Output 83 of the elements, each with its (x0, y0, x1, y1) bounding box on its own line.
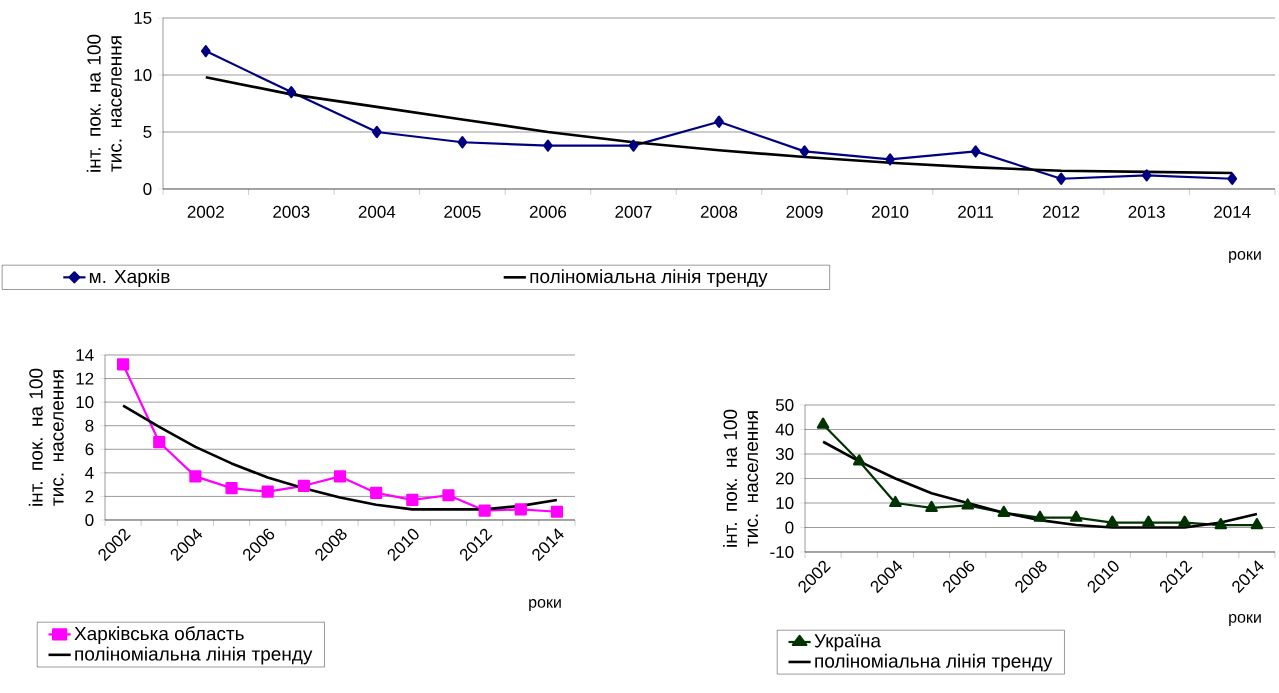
point (297, 479, 310, 492)
legend-label: поліноміальна лінія тренду (815, 653, 1053, 672)
point (286, 85, 297, 99)
point (370, 486, 383, 499)
x-tick-label: 2011 (958, 205, 994, 218)
x-tick-label: 2010 (872, 205, 909, 218)
y-tick-label: 20 (776, 472, 794, 485)
y-tick-label: 4 (85, 466, 94, 479)
y-tick-label: 50 (775, 398, 794, 412)
x-tick-label: 2009 (786, 205, 823, 218)
point (442, 489, 455, 502)
point (1227, 172, 1238, 185)
point (514, 503, 527, 516)
point (816, 417, 830, 429)
point (852, 454, 866, 466)
point (543, 139, 553, 152)
legend-label: Харківська область (74, 626, 244, 645)
point (225, 482, 238, 495)
y-tick-label: 6 (85, 443, 94, 456)
y-tick-label: -10 (770, 545, 794, 559)
y-tick-label: 5 (143, 126, 152, 138)
y-axis-title: інт. пок. на 100 тис. населення (28, 368, 64, 506)
point (189, 470, 202, 483)
x-tick-label: 2014 (1214, 205, 1251, 218)
legend-label: Україна (814, 634, 882, 652)
point (116, 358, 130, 371)
legend-label: поліноміальна лінія тренду (530, 269, 768, 287)
point (1069, 510, 1083, 522)
y-tick-label: 40 (775, 423, 794, 436)
point (261, 485, 274, 498)
y-tick-label: 0 (143, 182, 152, 196)
y-axis-title: інт. пок. на 100 тис. населення (723, 409, 759, 547)
point (1056, 172, 1066, 185)
point (628, 139, 639, 152)
y-axis-title: інт. пок. на 100 тис. населення (86, 34, 122, 172)
point (406, 493, 419, 507)
point (457, 136, 468, 149)
y-tick-label: 2 (85, 490, 94, 503)
x-tick-label: 2003 (273, 205, 310, 218)
x-tick-label: 2002 (187, 205, 224, 218)
y-tick-label: 10 (76, 396, 94, 409)
point (885, 153, 895, 166)
x-tick-label: 2012 (1043, 205, 1080, 218)
point (961, 498, 974, 510)
x-tick-label: 2007 (615, 205, 652, 218)
x-axis-title: роки (529, 599, 561, 611)
y-tick-label: 12 (76, 372, 94, 385)
point (1106, 515, 1119, 527)
y-tick-label: 14 (76, 349, 94, 361)
point (1033, 510, 1047, 522)
x-axis-title: роки (1229, 251, 1261, 263)
point (925, 500, 938, 512)
point (1178, 515, 1191, 527)
point (153, 436, 166, 449)
point (997, 505, 1011, 517)
point (478, 504, 491, 517)
legend-label: м. Харків (89, 269, 170, 287)
point (1214, 517, 1228, 530)
x-tick-label: 2006 (529, 205, 567, 218)
x-tick-label: 2013 (1128, 205, 1165, 218)
y-tick-label: 30 (775, 447, 794, 461)
x-tick-label: 2005 (444, 205, 481, 218)
x-tick-label: 2004 (358, 205, 396, 218)
x-tick-label: 2008 (700, 205, 738, 218)
point (799, 145, 810, 158)
point (1250, 517, 1264, 530)
point (550, 505, 564, 518)
legend-label: поліноміальна лінія тренду (75, 646, 313, 665)
x-axis-title: роки (1229, 614, 1261, 626)
point (200, 44, 211, 58)
point (333, 470, 347, 483)
point (1142, 515, 1155, 527)
point (889, 495, 902, 508)
y-tick-label: 0 (85, 513, 94, 527)
point (970, 145, 981, 158)
y-tick-label: 10 (134, 68, 152, 82)
y-tick-label: 10 (776, 496, 794, 510)
y-tick-label: 8 (85, 419, 94, 432)
y-tick-label: 0 (785, 521, 794, 534)
point (714, 115, 724, 128)
y-tick-label: 15 (134, 12, 152, 24)
point (372, 125, 382, 139)
point (1141, 169, 1152, 182)
